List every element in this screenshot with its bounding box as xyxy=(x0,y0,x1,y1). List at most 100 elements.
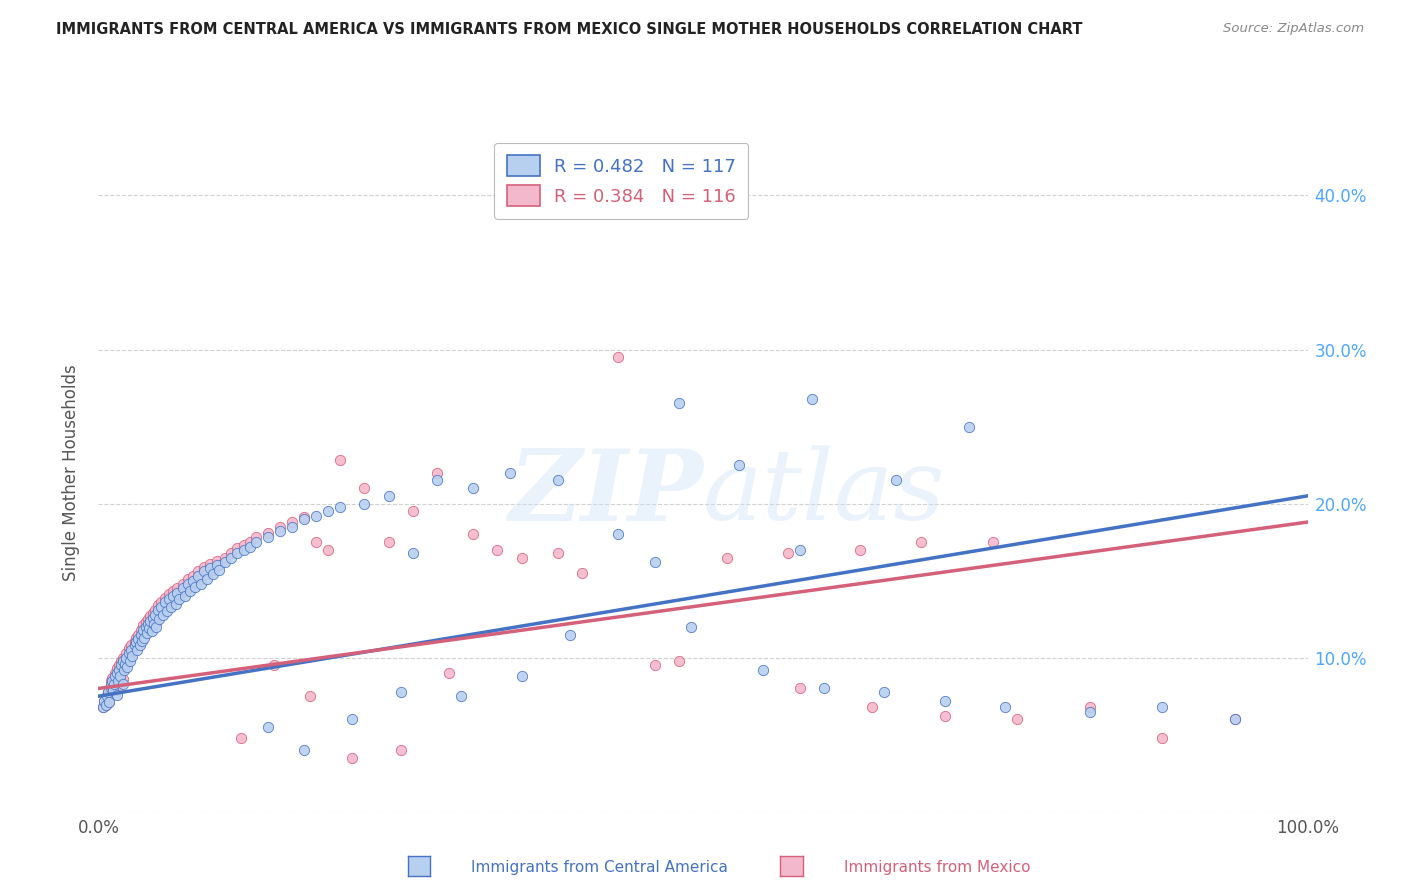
Point xyxy=(131,629,153,643)
Point xyxy=(221,550,243,565)
Point xyxy=(135,615,157,630)
Point xyxy=(316,504,339,518)
Point xyxy=(1152,700,1174,714)
Point xyxy=(91,700,114,714)
Point xyxy=(269,524,291,539)
Point xyxy=(813,681,835,696)
Point xyxy=(389,743,412,757)
Point xyxy=(127,632,149,647)
Point xyxy=(107,669,129,683)
Point xyxy=(104,669,127,683)
Y-axis label: Single Mother Households: Single Mother Households xyxy=(62,365,80,581)
Point xyxy=(292,510,315,524)
Point xyxy=(91,700,114,714)
Point xyxy=(558,627,581,641)
Point xyxy=(138,621,160,635)
Point xyxy=(111,672,134,686)
Point xyxy=(316,542,339,557)
Point xyxy=(184,580,207,594)
Point xyxy=(103,677,125,691)
Point xyxy=(112,658,135,673)
Point xyxy=(135,620,157,634)
Point xyxy=(1078,705,1101,719)
Point xyxy=(127,627,149,641)
Point xyxy=(146,599,169,613)
Point xyxy=(108,663,131,677)
Point xyxy=(239,540,262,554)
Point xyxy=(97,684,120,698)
Point xyxy=(117,655,139,669)
Point xyxy=(190,576,212,591)
Point xyxy=(256,531,278,545)
Point xyxy=(157,587,180,601)
Point xyxy=(139,614,162,628)
Point xyxy=(115,646,138,660)
Point xyxy=(169,592,191,607)
Point xyxy=(198,561,221,575)
Point xyxy=(100,681,122,696)
Point xyxy=(118,646,141,660)
Point xyxy=(873,684,896,698)
Point xyxy=(165,597,187,611)
Point xyxy=(138,616,160,631)
Point xyxy=(256,720,278,734)
Point xyxy=(118,641,141,656)
Point xyxy=(377,535,399,549)
Point xyxy=(120,638,142,652)
Point xyxy=(108,658,131,673)
Point xyxy=(100,673,122,688)
Point xyxy=(1223,712,1246,726)
Point xyxy=(148,607,170,622)
Point xyxy=(136,616,159,631)
Point xyxy=(114,652,136,666)
Point xyxy=(305,508,328,523)
Point xyxy=(607,527,630,541)
Point xyxy=(1223,712,1246,726)
Point xyxy=(263,658,285,673)
Point xyxy=(104,666,127,681)
Point xyxy=(177,572,200,586)
Point xyxy=(463,481,485,495)
Point xyxy=(100,678,122,692)
Point xyxy=(789,681,811,696)
Point xyxy=(153,595,176,609)
Point xyxy=(125,635,148,649)
Point xyxy=(174,584,197,599)
Point xyxy=(108,669,131,683)
Point xyxy=(114,657,136,671)
Point xyxy=(146,603,169,617)
Point xyxy=(329,500,352,514)
Point xyxy=(226,541,249,556)
Point xyxy=(981,535,1004,549)
Point xyxy=(112,663,135,677)
Point xyxy=(134,631,156,645)
Point xyxy=(214,555,236,569)
Point xyxy=(221,546,243,560)
Point xyxy=(571,566,593,580)
Point xyxy=(156,604,179,618)
Point xyxy=(342,751,364,765)
Point xyxy=(179,580,201,594)
Point xyxy=(172,582,194,596)
Point xyxy=(281,515,304,529)
Point xyxy=(1007,712,1029,726)
Point xyxy=(292,512,315,526)
Text: Immigrants from Central America: Immigrants from Central America xyxy=(471,860,728,874)
Point xyxy=(202,563,225,577)
Point xyxy=(181,574,204,588)
Point xyxy=(245,531,267,545)
Point xyxy=(101,683,124,698)
Point xyxy=(148,612,170,626)
Point xyxy=(150,599,173,614)
Point xyxy=(139,609,162,624)
Point xyxy=(135,626,157,640)
Point xyxy=(860,700,883,714)
Point xyxy=(105,666,128,681)
Point xyxy=(127,643,149,657)
Point xyxy=(776,546,799,560)
Point xyxy=(547,474,569,488)
Point xyxy=(94,698,117,713)
Point xyxy=(510,669,533,683)
Point xyxy=(305,535,328,549)
Point xyxy=(143,607,166,622)
